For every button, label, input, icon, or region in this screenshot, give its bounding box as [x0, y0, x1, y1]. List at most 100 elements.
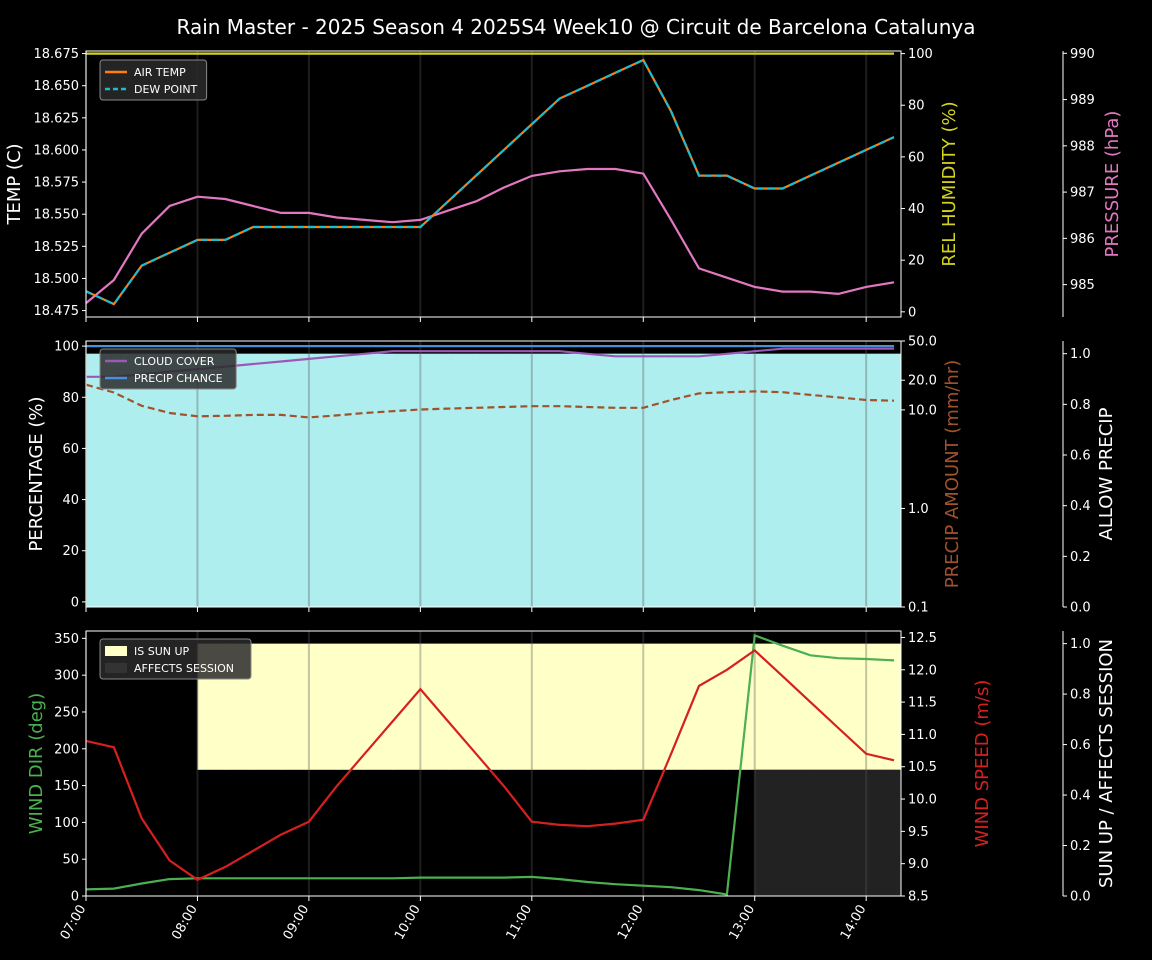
dew-point-line-point — [141, 265, 143, 267]
precip-amount-line-point — [531, 405, 533, 407]
percentage-axis-tick-label: 40 — [62, 493, 79, 508]
allow-precip-bar — [643, 353, 672, 607]
wind-speed-line-point — [252, 850, 254, 852]
precip-amount-line-point — [726, 391, 728, 393]
humidity-line-point — [141, 53, 143, 55]
wind-speed-line — [85, 648, 895, 882]
precip-amount-axis-tick-label: 50.0 — [908, 335, 937, 350]
precip-amount-line-point — [336, 414, 338, 416]
dew-point-line-point — [531, 123, 533, 125]
pressure-line-point — [447, 210, 449, 212]
wind-speed-line-point — [447, 721, 449, 723]
precip-amount-line-point — [447, 408, 449, 410]
pressure-line-point — [336, 217, 338, 219]
sun-up-bar — [782, 643, 811, 770]
precip-chance-line-point — [782, 345, 784, 347]
precip-amount-line-point — [587, 406, 589, 408]
wind-legend-label: AFFECTS SESSION — [134, 662, 234, 675]
wind-speed-axis-tick-label: 9.5 — [908, 825, 929, 840]
humidity-line-point — [642, 53, 644, 55]
cloud-cover-line-point — [364, 353, 366, 355]
wind-dir-line-point — [447, 877, 449, 879]
pressure-line-point — [698, 267, 700, 269]
pressure-line-point — [614, 168, 616, 170]
temp-legend-box — [99, 59, 208, 101]
wind-dir-line-point — [224, 877, 226, 879]
wind-speed-line-point — [782, 675, 784, 677]
precip-chance-line-point — [141, 345, 143, 347]
wind-dir-axis-tick-label: 150 — [54, 779, 79, 794]
wind-speed-line-point — [503, 785, 505, 787]
pressure-line — [85, 167, 895, 304]
wind-speed-line-point — [308, 821, 310, 823]
wind-dir-line-point — [364, 877, 366, 879]
precip-amount-axis-tick-label: 20.0 — [908, 374, 937, 389]
precip-amount-axis-tick-label: 0.1 — [908, 601, 929, 616]
precip-amount-line-point — [224, 415, 226, 417]
wind-speed-axis-tick-label: 10.0 — [908, 793, 937, 808]
wind-speed-line-point — [893, 759, 895, 761]
wind-dir-line-point — [252, 877, 254, 879]
sun-up-bar — [364, 643, 393, 770]
wind-speed-line-point — [642, 819, 644, 821]
allow-precip-axis-tick-label: 1.0 — [1070, 347, 1091, 362]
pressure-line-point — [503, 187, 505, 189]
sun-up-bar — [587, 643, 616, 770]
precip-amount-line-point — [837, 396, 839, 398]
dew-point-line-point — [782, 188, 784, 190]
allow-precip-bar — [782, 353, 811, 607]
pressure-axis-tick-label: 990 — [1070, 47, 1095, 62]
pressure-line-point — [224, 198, 226, 200]
percentage-axis-tick-label: 60 — [62, 442, 79, 457]
dew-point-line-point — [197, 239, 199, 241]
pressure-line-point — [782, 291, 784, 293]
precip-chance-line-point — [392, 345, 394, 347]
humidity-line-point — [754, 53, 756, 55]
percentage-axis-label: PERCENTAGE (%) — [26, 396, 47, 551]
sun-up-bar — [308, 643, 338, 770]
pressure-line-point — [475, 200, 477, 202]
wind-speed-line-point — [280, 834, 282, 836]
humidity-line-point — [503, 53, 505, 55]
cloud-cover-line-point — [531, 350, 533, 352]
precip-amount-line-point — [364, 412, 366, 414]
allow-precip-bar — [197, 353, 226, 607]
allow-precip-axis-tick-label: 0.4 — [1070, 499, 1091, 514]
cloud-cover-line-point — [503, 350, 505, 352]
humidity-line-point — [252, 53, 254, 55]
dew-point-line-point — [587, 85, 589, 87]
precip-chance-line-point — [614, 345, 616, 347]
precip-amount-line-point — [503, 406, 505, 408]
wind-speed-line-point — [336, 785, 338, 787]
wind-speed-line-point — [837, 727, 839, 729]
humidity-line-point — [364, 53, 366, 55]
cloud-cover-line-point — [670, 355, 672, 357]
precip-chance-line-point — [419, 345, 421, 347]
humidity-line-point — [587, 53, 589, 55]
humidity-axis-tick-label: 60 — [908, 150, 925, 165]
temp-axis-label: TEMP (C) — [4, 143, 25, 225]
pressure-axis-tick-label: 989 — [1070, 93, 1095, 108]
precip-chance-line-point — [169, 345, 171, 347]
allow-precip-bar — [86, 353, 115, 607]
allow-precip-bar — [141, 353, 171, 607]
temp-axis-tick-label: 18.500 — [34, 272, 80, 287]
wind-speed-line-point — [141, 817, 143, 819]
humidity-line-point — [224, 53, 226, 55]
pressure-line-point — [865, 286, 867, 288]
cloud-cover-line-point — [475, 350, 477, 352]
wind-dir-axis-tick-label: 250 — [54, 705, 79, 720]
temp-axis-tick-label: 18.600 — [34, 143, 80, 158]
allow-precip-bar — [894, 353, 902, 607]
pressure-line-point — [169, 205, 171, 207]
affects-session-bar — [838, 769, 867, 896]
wind-dir-axis-tick-label: 350 — [54, 632, 79, 647]
pressure-axis-label: PRESSURE (hPa) — [1102, 111, 1123, 258]
wind-speed-line-point — [809, 701, 811, 703]
precip-chance-line-point — [893, 345, 895, 347]
wind-dir-line-point — [419, 877, 421, 879]
sun-up-bar — [253, 643, 282, 770]
wind-speed-line-point — [475, 753, 477, 755]
wind-speed-line-point — [169, 860, 171, 862]
